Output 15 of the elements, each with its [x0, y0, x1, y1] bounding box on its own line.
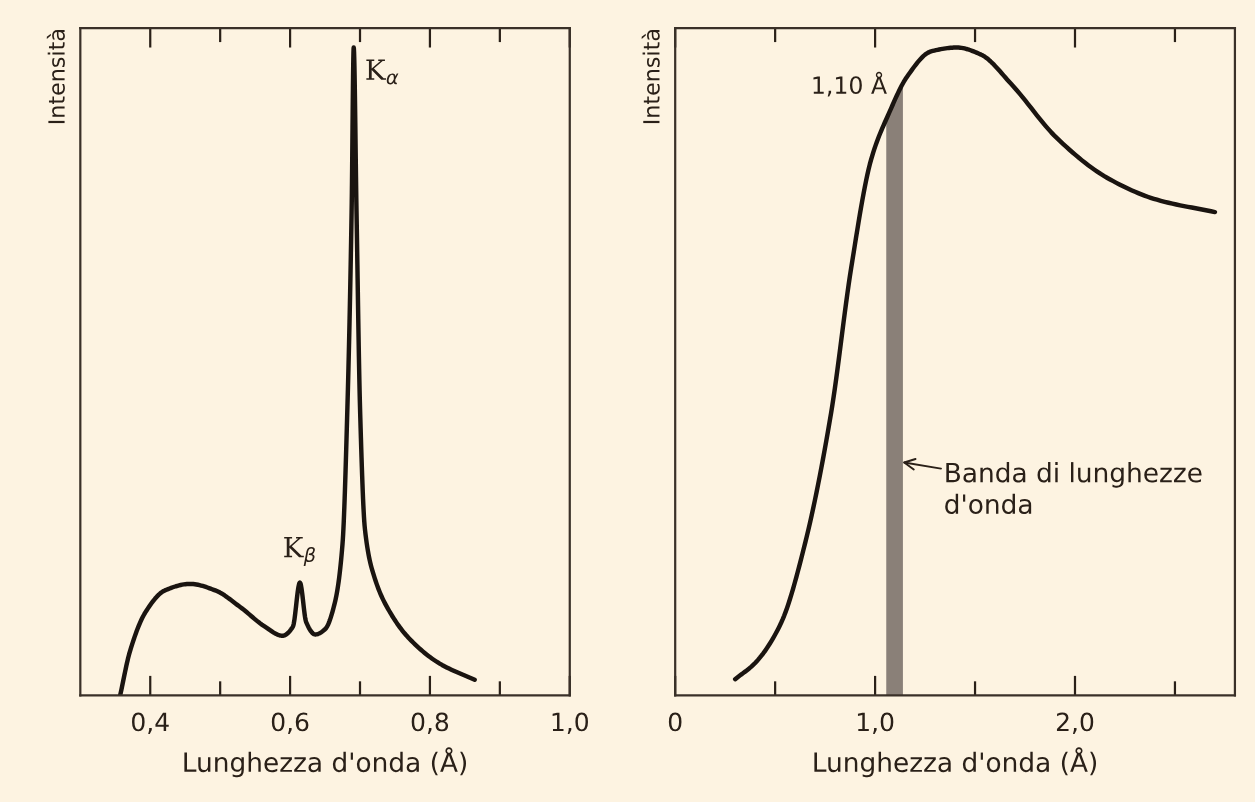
x-axis-title: Lunghezza d'onda (Å) — [814, 747, 1097, 778]
x-tick-label: 1,0 — [552, 712, 588, 734]
y-axis-title: Intensità — [641, 30, 660, 124]
x-tick-label: 0,6 — [271, 712, 309, 734]
x-tick-label: 0,8 — [411, 712, 449, 734]
x-axis-title: Lunghezza d'onda (Å) — [184, 747, 467, 778]
x-tick-label: 2,0 — [1056, 712, 1094, 734]
x-tick-label: 0,4 — [132, 712, 169, 734]
annotation: Banda di lunghezze d'onda — [945, 462, 1202, 515]
x-tick-label: 1,0 — [857, 712, 894, 734]
x-tick-label: 0 — [668, 712, 682, 732]
y-axis-title: Intensità — [46, 30, 65, 124]
annotation: K$_{β}$ — [284, 537, 315, 566]
annotation: K$_{α}$ — [366, 59, 399, 85]
band-label: 1,10 Å — [813, 71, 887, 97]
